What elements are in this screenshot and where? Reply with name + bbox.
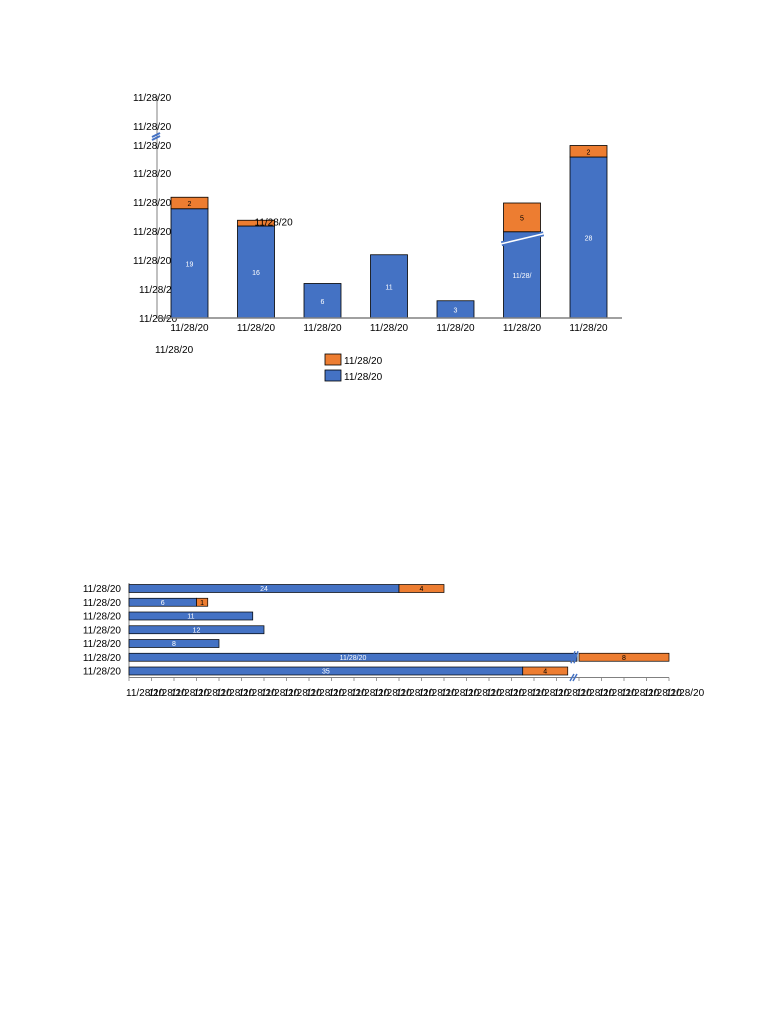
x-tick-label-h: 11/28/20: [531, 688, 570, 699]
y-tick-label-h: 11/28/20: [83, 639, 122, 650]
x-axis-break-mark: [569, 673, 578, 682]
legend-swatch-top: [324, 353, 342, 366]
hbar-base: [128, 652, 578, 662]
y-tick-label: 11/28/20: [133, 93, 172, 104]
hbar-top-data-label: 4: [543, 669, 547, 676]
x-tick-label-h: 11/28/20: [486, 688, 525, 699]
x-tick-label: 11/28/20: [503, 323, 542, 334]
bar-top: [237, 219, 275, 227]
hbar-base: [128, 611, 254, 621]
x-tick-label-h: 11/28/20: [216, 688, 255, 699]
bar-base: [237, 225, 275, 319]
x-tick-label-h: 11/28/20: [351, 688, 390, 699]
y-tick-label: 11/28/20: [139, 314, 178, 325]
y-axis-break-mark: [151, 132, 161, 141]
x-tick-label-h: 11/28/20: [239, 688, 278, 699]
x-tick-label: 11/28/20: [569, 323, 608, 334]
hbar-top-data-label: 4: [420, 586, 424, 593]
hbar-base-data-label: 35: [322, 669, 330, 676]
bar-base: [170, 208, 209, 319]
bar-base-data-label: 11: [385, 284, 392, 291]
x-tick-label-h: 11/28/20: [284, 688, 323, 699]
hbar-top: [398, 584, 445, 593]
legend-label-top: 11/28/20: [344, 356, 383, 367]
y-tick-label-h: 11/28/20: [83, 612, 122, 623]
bar-break-mark-gap: [501, 233, 544, 245]
x-tick-label-h: 11/28/20: [644, 688, 683, 699]
legend-label-base: 11/28/20: [344, 372, 383, 383]
x-tick-label: 11/28/20: [237, 323, 276, 334]
hbar-top-data-label: 1: [200, 600, 204, 607]
bar-base-data-label: 16: [252, 270, 260, 277]
legend-swatch-base: [324, 369, 342, 382]
y-tick-label-h: 11/28/20: [83, 667, 122, 678]
bar-top: [503, 202, 541, 233]
x-tick-label-h: 11/28/20: [396, 688, 435, 699]
x-tick-label-h: 11/28/20: [171, 688, 210, 699]
y-tick-label-h: 11/28/20: [83, 584, 122, 595]
x-axis-extra-label: 11/28/20: [155, 345, 194, 356]
bar-base-data-label: 19: [186, 261, 194, 268]
y-tick-label-h: 11/28/20: [83, 653, 122, 664]
bar-base-data-label: 11/28/: [513, 273, 532, 280]
hbar-break-mark: [570, 651, 579, 664]
y-tick-label: 11/28/20: [133, 141, 172, 152]
y-tick-label-h: 11/28/20: [83, 598, 122, 609]
x-tick-label: 11/28/20: [370, 323, 409, 334]
x-tick-label-h: 11/28/20: [149, 688, 188, 699]
x-tick-label-h: 11/28/20: [621, 688, 660, 699]
x-tick-label-h: 11/28/20: [126, 688, 165, 699]
bar-base-data-label: 6: [321, 299, 325, 306]
x-tick-label-h: 11/28/20: [509, 688, 548, 699]
bar-top-data-label: 11/28/20: [255, 218, 294, 229]
bar-top-data-label: 2: [587, 149, 591, 156]
bar-base: [503, 231, 541, 319]
y-tick-label-h: 11/28/20: [83, 625, 122, 636]
y-tick-label: 11/28/20: [133, 122, 172, 133]
x-tick-label-h: 11/28/20: [599, 688, 638, 699]
y-tick-label: 11/28/20: [139, 285, 178, 296]
hbar-top: [196, 597, 209, 607]
x-tick-label-h: 11/28/20: [419, 688, 458, 699]
bar-top: [170, 196, 209, 210]
bar-top-data-label: 2: [188, 201, 192, 208]
y-tick-label: 11/28/20: [133, 198, 172, 209]
x-tick-label-h: 11/28/20: [194, 688, 233, 699]
x-tick-label-h: 11/28/20: [464, 688, 503, 699]
bar-top: [569, 145, 608, 158]
hbar-base: [128, 625, 265, 635]
bar-base-data-label: 3: [454, 307, 458, 314]
x-tick-label-h: 11/28/20: [306, 688, 345, 699]
hbar-top: [522, 666, 569, 676]
bar-top-data-label: 5: [520, 215, 524, 222]
y-tick-label: 11/28/20: [133, 227, 172, 238]
hbar-base-data-label: 11/28/20: [340, 655, 367, 662]
y-tick-label: 11/28/20: [133, 169, 172, 180]
bar-base-data-label: 28: [585, 236, 593, 243]
hbar-base-data-label: 12: [193, 627, 201, 634]
x-tick-label: 11/28/20: [170, 323, 209, 334]
x-tick-label-h: 11/28/20: [329, 688, 368, 699]
bar-base: [569, 156, 608, 319]
x-tick-label: 11/28/20: [436, 323, 475, 334]
hbar-top: [578, 652, 670, 662]
hbar-top-data-label: 8: [622, 655, 626, 662]
hbar-base: [128, 639, 220, 648]
x-tick-label-h: 11/28/20: [261, 688, 300, 699]
y-tick-label: 11/28/20: [133, 256, 172, 267]
bar-base: [303, 283, 342, 319]
x-tick-label-h: 11/28/20: [441, 688, 480, 699]
hbar-base-data-label: 8: [172, 641, 176, 648]
hbar-base-data-label: 6: [161, 600, 165, 607]
x-tick-label-h: 11/28/20: [554, 688, 593, 699]
x-tick-label-h: 11/28/20: [666, 688, 705, 699]
x-tick-label-h: 11/28/20: [576, 688, 615, 699]
bar-base: [370, 254, 408, 319]
hbar-base-data-label: 24: [260, 586, 268, 593]
hbar-base-data-label: 11: [187, 614, 194, 621]
x-tick-label-h: 11/28/20: [374, 688, 413, 699]
x-tick-label: 11/28/20: [303, 323, 342, 334]
